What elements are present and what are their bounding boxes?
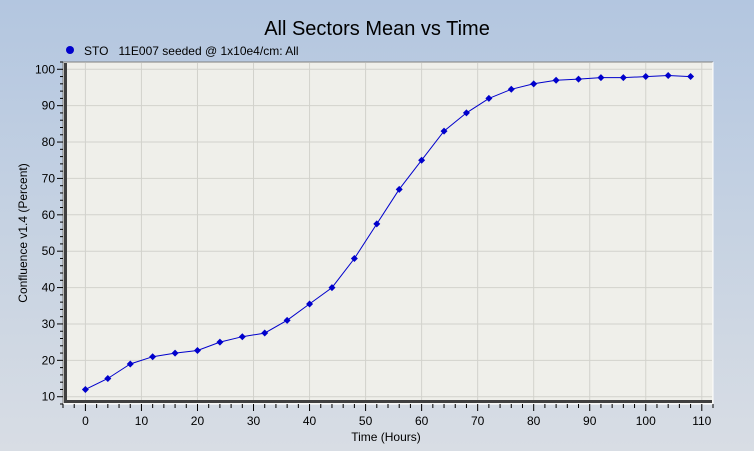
x-tick-label: 110 xyxy=(692,414,711,428)
data-point xyxy=(261,329,269,337)
y-tick-label: 40 xyxy=(42,281,56,295)
data-point xyxy=(687,73,695,81)
data-point xyxy=(171,349,179,357)
data-point xyxy=(395,185,403,193)
x-axis-band xyxy=(64,400,712,403)
y-axis-band xyxy=(64,63,67,403)
data-point xyxy=(485,94,493,102)
y-tick-label: 10 xyxy=(42,390,56,404)
data-point xyxy=(462,109,470,117)
x-tick-label: 70 xyxy=(471,414,485,428)
data-point xyxy=(283,316,291,324)
legend-label: STO 11E007 seeded @ 1x10e4/cm: All xyxy=(84,44,299,58)
x-tick-label: 100 xyxy=(636,414,656,428)
y-tick-label: 80 xyxy=(42,135,56,149)
y-tick-label: 70 xyxy=(42,171,56,185)
y-tick-label: 50 xyxy=(42,244,56,258)
series-line-group xyxy=(85,74,691,390)
y-tick-label: 30 xyxy=(42,317,56,331)
data-point xyxy=(552,76,560,84)
plot-frame xyxy=(62,61,714,405)
data-point xyxy=(619,74,627,82)
data-point xyxy=(306,300,314,308)
data-point xyxy=(193,347,201,355)
series-points-group xyxy=(81,71,695,393)
y-axis-label: Confluence v1.4 (Percent) xyxy=(16,163,30,302)
chart-title: All Sectors Mean vs Time xyxy=(264,18,490,40)
y-tick-label: 60 xyxy=(42,208,56,222)
x-tick-label: 40 xyxy=(303,414,317,428)
y-tick-label: 100 xyxy=(35,62,55,76)
y-tick-label: 20 xyxy=(42,353,56,367)
gridlines xyxy=(67,63,712,400)
legend-marker xyxy=(66,46,74,54)
data-point xyxy=(418,156,426,164)
x-axis-ticks: 0 10 20 30 40 50 60 70 80 90 100 110 xyxy=(62,404,714,428)
legend: STO 11E007 seeded @ 1x10e4/cm: All xyxy=(66,44,299,58)
x-tick-label: 80 xyxy=(527,414,541,428)
data-point xyxy=(216,338,224,346)
data-point xyxy=(81,385,89,393)
y-tick-label: 90 xyxy=(42,99,56,113)
x-tick-label: 20 xyxy=(191,414,205,428)
x-axis-label: Time (Hours) xyxy=(351,430,421,444)
x-tick-label: 50 xyxy=(359,414,373,428)
data-point xyxy=(238,333,246,341)
x-tick-label: 30 xyxy=(247,414,261,428)
data-point xyxy=(149,353,157,361)
plot-area xyxy=(63,62,713,404)
data-point xyxy=(597,74,605,82)
x-tick-label: 0 xyxy=(82,414,89,428)
data-point xyxy=(373,220,381,228)
x-tick-label: 60 xyxy=(415,414,429,428)
x-tick-label: 90 xyxy=(583,414,597,428)
series-line xyxy=(85,74,691,390)
data-point xyxy=(350,254,358,262)
y-axis-ticks: 10 20 30 40 50 60 70 80 90 100 xyxy=(35,61,63,405)
data-point xyxy=(328,284,336,292)
data-point xyxy=(664,71,672,79)
data-point xyxy=(440,127,448,135)
data-point xyxy=(642,73,650,81)
x-tick-label: 10 xyxy=(135,414,149,428)
data-point xyxy=(575,75,583,83)
data-point xyxy=(104,375,112,383)
data-point xyxy=(126,360,134,368)
data-point xyxy=(530,80,538,88)
data-point xyxy=(507,85,515,93)
